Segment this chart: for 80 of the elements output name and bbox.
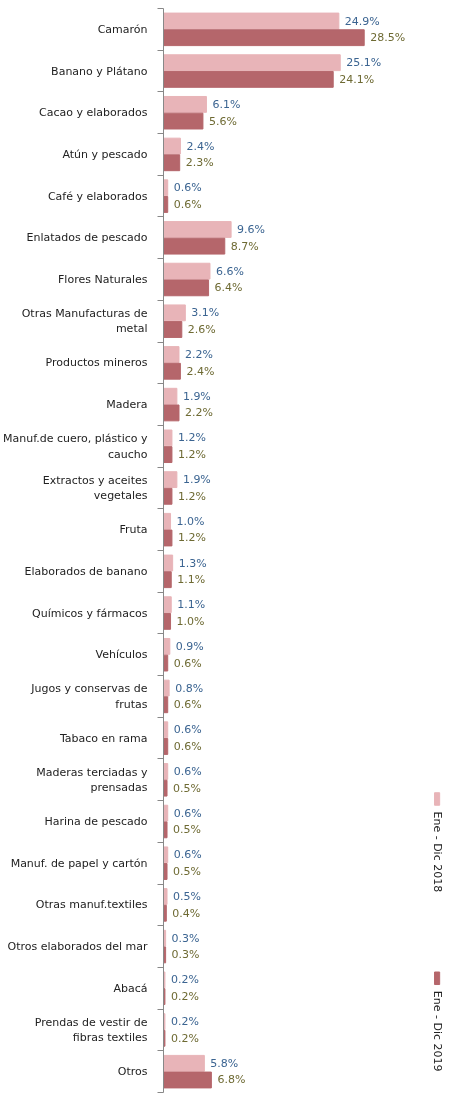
data-label: 0.6%: [173, 739, 202, 753]
data-label: 0.5%: [173, 865, 201, 879]
y-tick-label: Cacao y elaborados: [39, 106, 148, 120]
data-label: 0.5%: [173, 890, 201, 904]
data-label: 28.5%: [370, 31, 406, 45]
data-label: 0.2%: [170, 973, 199, 987]
y-tick-label: Camarón: [97, 22, 148, 36]
data-label: 6.4%: [214, 281, 243, 295]
data-label: 0.3%: [171, 931, 200, 945]
y-tick-label: Maderas terciadas y prensadas: [36, 765, 148, 795]
y-tick-label: Atún y pescado: [62, 147, 148, 161]
data-label: 2.4%: [186, 139, 215, 153]
y-tick-label: Fruta: [119, 523, 148, 537]
y-tick-label: Madera: [106, 398, 148, 412]
y-tick-label: Flores Naturales: [58, 273, 148, 286]
data-label: 6.1%: [212, 97, 241, 111]
data-label: 9.6%: [237, 222, 266, 236]
data-label: 8.7%: [230, 239, 259, 253]
data-label: 5.8%: [210, 1056, 239, 1070]
data-label: 2.6%: [187, 323, 216, 337]
data-label: 0.6%: [173, 764, 202, 778]
data-label: 0.6%: [173, 698, 202, 712]
data-label: 0.2%: [170, 990, 199, 1004]
data-label: 1.2%: [177, 531, 206, 545]
y-tick-label: Productos mineros: [45, 356, 148, 370]
data-label: 24.9%: [344, 14, 380, 28]
data-label: 1.2%: [177, 489, 206, 503]
data-label: 0.6%: [173, 197, 202, 211]
data-label: 5.6%: [208, 114, 237, 128]
data-label: 2.2%: [184, 406, 213, 420]
y-tick-label: Extractos y aceites vegetales: [42, 473, 148, 503]
y-tick-label: Vehículos: [95, 648, 148, 662]
y-tick-label: Enlatados de pescado: [26, 231, 148, 245]
data-label: 0.6%: [173, 723, 202, 737]
data-label: 0.9%: [175, 639, 204, 653]
y-tick-label: Otros elaborados del mar: [7, 940, 148, 954]
data-label: 0.3%: [171, 948, 200, 962]
data-label: 1.0%: [176, 614, 205, 628]
data-label: 0.6%: [173, 848, 202, 862]
y-tick-label: Harina de pescado: [44, 815, 148, 828]
data-label: 2.2%: [184, 348, 213, 362]
y-tick-label: Manuf. de papel y cartón: [10, 856, 148, 870]
y-tick-label: Banano y Plátano: [51, 64, 148, 78]
data-label: 6.6%: [215, 264, 244, 278]
y-tick-label: Jugos y conservas de frutas: [30, 682, 148, 711]
data-label: 1.0%: [176, 514, 205, 528]
legend-label: Ene - Dic 2019: [430, 990, 444, 1072]
y-tick-label: Elaborados de banano: [24, 564, 148, 578]
data-label: 2.3%: [185, 156, 214, 170]
data-label: 0.6%: [173, 181, 202, 195]
y-tick-label: Tabaco en rama: [58, 731, 148, 745]
data-label: 0.5%: [173, 781, 201, 795]
legend-label: Ene - Dic 2018: [430, 811, 444, 893]
y-tick-label: Manuf.de cuero, plástico y caucho: [3, 431, 148, 461]
data-label: 0.6%: [173, 806, 202, 820]
data-label: 6.8%: [217, 1073, 246, 1087]
data-label: 0.2%: [170, 1031, 199, 1045]
data-label: 1.9%: [182, 389, 211, 403]
data-label: 25.1%: [346, 56, 382, 70]
y-tick-label: Químicos y fármacos: [32, 606, 148, 620]
y-tick-label: Otras manuf.textiles: [35, 898, 148, 912]
data-label: 1.1%: [177, 598, 206, 612]
data-label: 0.4%: [172, 906, 201, 920]
y-tick-label: Abacá: [113, 981, 148, 995]
data-label: 0.5%: [173, 823, 201, 837]
y-tick-label: Prendas de vestir de fibras textiles: [34, 1015, 148, 1045]
y-tick-label: Otras Manufacturas de metal: [21, 306, 148, 336]
data-label: 0.8%: [175, 681, 204, 695]
data-label: 0.2%: [170, 1015, 199, 1029]
data-label: 1.2%: [177, 431, 206, 445]
y-tick-label: Café y elaborados: [47, 189, 148, 203]
data-label: 1.3%: [178, 556, 207, 570]
data-label: 24.1%: [339, 72, 375, 86]
data-label: 1.1%: [177, 573, 206, 587]
data-label: 2.4%: [186, 364, 215, 378]
data-label: 1.9%: [182, 473, 211, 487]
data-label: 3.1%: [191, 306, 220, 320]
y-tick-label: Otros: [117, 1065, 148, 1079]
data-label: 0.6%: [173, 656, 202, 670]
data-label: 1.2%: [177, 448, 206, 462]
